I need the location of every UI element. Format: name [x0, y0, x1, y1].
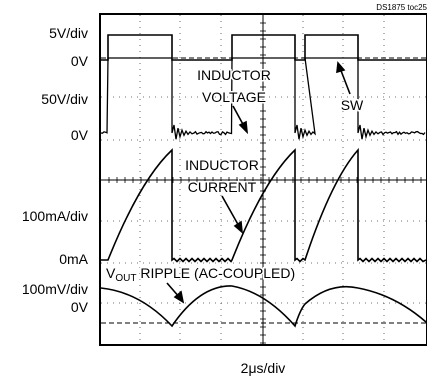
ch2-zero-label: 0V: [71, 127, 89, 143]
inductor-current-arrowhead: [233, 220, 243, 234]
inductor-voltage-label-line2: VOLTAGE: [202, 89, 266, 105]
inductor-voltage-arrowhead: [238, 120, 249, 135]
scope-frame: [99, 13, 427, 346]
ch4-zero-label: 0V: [71, 299, 89, 315]
inductor-current-label-line2: CURRENT: [188, 179, 257, 195]
inductor-current-trace: [101, 147, 427, 263]
inductor-voltage-label-line1: INDUCTOR: [197, 67, 271, 83]
vout-ripple-label: VOUT RIPPLE (AC-COUPLED): [106, 265, 295, 284]
ch3-scale-label: 100mA/div: [22, 208, 88, 224]
ch3-zero-label: 0mA: [59, 251, 88, 267]
sw-arrow: [339, 67, 351, 95]
sw-label: SW: [341, 97, 364, 113]
inductor-voltage-trace: [100, 57, 426, 140]
vout-ripple-arrowhead: [173, 290, 185, 304]
inductor-current-label-line1: INDUCTOR: [185, 157, 259, 173]
figure-code: DS1875 toc25: [376, 3, 427, 12]
scope-grid: [101, 15, 426, 344]
ch2-scale-label: 50V/div: [41, 91, 88, 107]
ch1-scale-label: 5V/div: [49, 25, 88, 41]
sw-trace: [101, 34, 426, 61]
scope-traces: [100, 34, 427, 328]
time-scale-label: 2μs/div: [241, 360, 286, 376]
vout-ripple-trace: [100, 285, 427, 328]
ch1-zero-label: 0V: [71, 53, 89, 69]
sw-arrowhead: [336, 61, 346, 74]
ch4-scale-label: 100mV/div: [22, 281, 88, 297]
inductor-current-arrow: [221, 195, 241, 229]
